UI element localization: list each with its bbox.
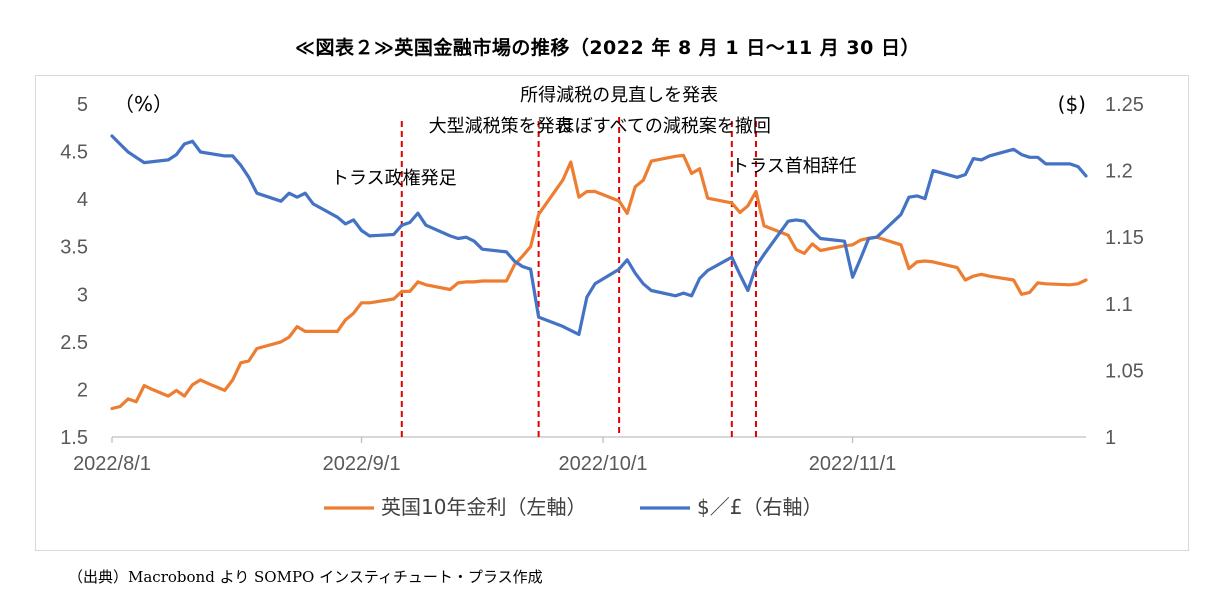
event-label: ほぼすべての減税案を撤回 [557, 116, 771, 137]
left-axis-unit: （%） [114, 92, 173, 116]
event-label: トラス政権発足 [331, 168, 457, 189]
right-axis-tick-label: 1.1 [1105, 294, 1133, 316]
right-axis-unit: ($) [1058, 92, 1086, 116]
legend-label-yield: 英国10年金利（左軸） [381, 495, 586, 519]
left-axis-tick-label: 2.5 [60, 332, 88, 354]
right-axis-tick-label: 1.15 [1105, 227, 1144, 249]
left-axis-tick-label: 3 [77, 284, 88, 306]
left-axis-tick-label: 5 [77, 94, 88, 116]
x-tick-label: 2022/8/1 [73, 453, 151, 475]
event-label: トラス首相辞任 [731, 156, 857, 177]
left-axis-tick-label: 1.5 [60, 427, 88, 449]
chart-frame: 2022/8/1 2022/9/1 2022/10/1 2022/11/1 5 4.5 4 3… [35, 75, 1189, 551]
x-tick-label: 2022/11/1 [809, 453, 897, 475]
x-tick-label: 2022/9/1 [323, 453, 401, 475]
event-label: 大型減税策を発表 [429, 116, 573, 137]
left-axis-tick-label: 3.5 [60, 237, 88, 259]
series-line-uk-10y-yield [110, 153, 1088, 411]
right-axis-tick-label: 1.05 [1105, 360, 1144, 382]
chart-canvas: 2022/8/1 2022/9/1 2022/10/1 2022/11/1 5 4.5 4 3… [60, 85, 1144, 519]
left-axis-tick-label: 4.5 [60, 142, 88, 164]
event-label: 所得減税の見直しを発表 [520, 85, 718, 106]
left-axis-tick-label: 2 [77, 379, 88, 401]
x-tick-label: 2022/10/1 [559, 453, 648, 475]
chart-title: ≪図表２≫英国金融市場の推移（2022 年 8 月 1 日～11 月 30 日） [295, 37, 920, 59]
left-axis-tick-label: 4 [77, 189, 88, 211]
source-note: （出典）Macrobond より SOMPO インスティチュート・プラス作成 [68, 568, 543, 586]
legend-label-fx: $／£（右軸） [697, 495, 822, 519]
right-axis-tick-label: 1.2 [1105, 161, 1133, 183]
right-axis-tick-label: 1 [1105, 427, 1116, 449]
right-axis-tick-label: 1.25 [1105, 94, 1144, 116]
series-line-usd-gbp [110, 134, 1088, 336]
